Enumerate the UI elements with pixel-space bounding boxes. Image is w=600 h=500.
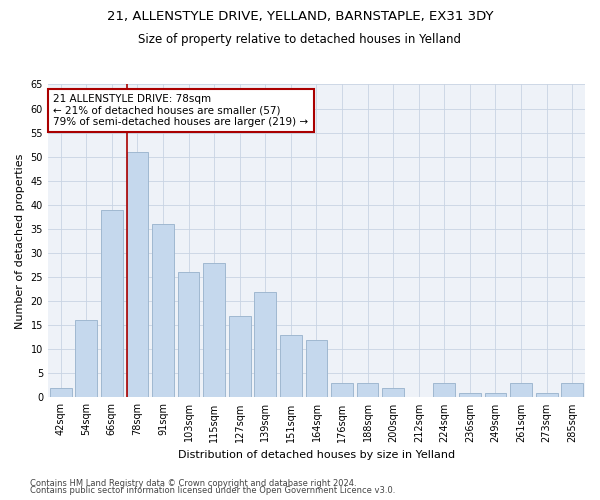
- Bar: [76, 320, 97, 398]
- Bar: [50, 388, 71, 398]
- Bar: [382, 388, 404, 398]
- Bar: [203, 262, 225, 398]
- Bar: [459, 392, 481, 398]
- Bar: [562, 383, 583, 398]
- Bar: [510, 383, 532, 398]
- Bar: [536, 392, 557, 398]
- Text: 21, ALLENSTYLE DRIVE, YELLAND, BARNSTAPLE, EX31 3DY: 21, ALLENSTYLE DRIVE, YELLAND, BARNSTAPL…: [107, 10, 493, 23]
- Bar: [152, 224, 174, 398]
- Bar: [127, 152, 148, 398]
- Text: Contains public sector information licensed under the Open Government Licence v3: Contains public sector information licen…: [30, 486, 395, 495]
- Y-axis label: Number of detached properties: Number of detached properties: [15, 154, 25, 328]
- Bar: [229, 316, 251, 398]
- X-axis label: Distribution of detached houses by size in Yelland: Distribution of detached houses by size …: [178, 450, 455, 460]
- Bar: [305, 340, 328, 398]
- Bar: [178, 272, 199, 398]
- Text: Contains HM Land Registry data © Crown copyright and database right 2024.: Contains HM Land Registry data © Crown c…: [30, 478, 356, 488]
- Bar: [280, 335, 302, 398]
- Bar: [357, 383, 379, 398]
- Text: 21 ALLENSTYLE DRIVE: 78sqm
← 21% of detached houses are smaller (57)
79% of semi: 21 ALLENSTYLE DRIVE: 78sqm ← 21% of deta…: [53, 94, 308, 127]
- Bar: [254, 292, 276, 398]
- Bar: [331, 383, 353, 398]
- Bar: [433, 383, 455, 398]
- Text: Size of property relative to detached houses in Yelland: Size of property relative to detached ho…: [139, 32, 461, 46]
- Bar: [101, 210, 123, 398]
- Bar: [485, 392, 506, 398]
